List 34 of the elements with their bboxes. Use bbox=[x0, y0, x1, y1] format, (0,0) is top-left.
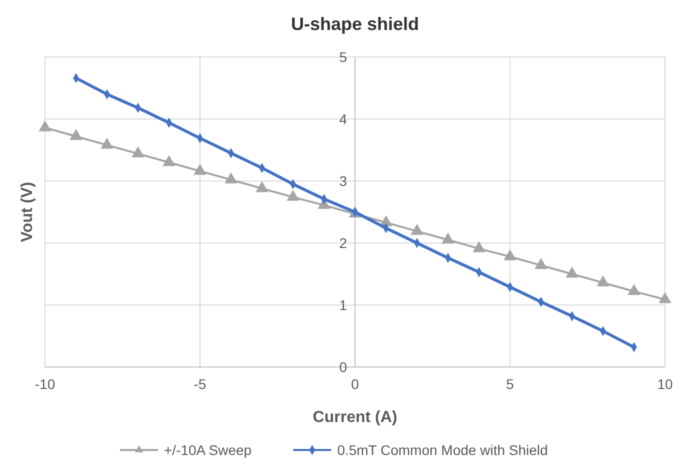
chart-title: U-shape shield bbox=[290, 14, 420, 34]
point bbox=[628, 284, 640, 296]
point bbox=[194, 164, 206, 175]
point bbox=[534, 258, 548, 269]
x-tick-label: 5 bbox=[506, 376, 514, 392]
point bbox=[504, 249, 516, 260]
point bbox=[38, 120, 52, 132]
point bbox=[100, 138, 114, 149]
point bbox=[566, 266, 578, 278]
point bbox=[658, 292, 672, 304]
x-axis-title: Current (A) bbox=[312, 409, 398, 426]
x-tick-label: 10 bbox=[657, 376, 673, 392]
y-tick-label: 1 bbox=[339, 297, 348, 313]
legend-label: 0.5mT Common Mode with Shield bbox=[337, 442, 548, 458]
y-tick-label: 3 bbox=[339, 173, 348, 189]
y-tick-label: 2 bbox=[339, 235, 348, 251]
point bbox=[286, 190, 300, 201]
y-tick-label: 0 bbox=[339, 359, 348, 375]
point bbox=[472, 241, 486, 252]
y-tick-label: 5 bbox=[339, 49, 348, 65]
point bbox=[442, 232, 454, 244]
point bbox=[256, 181, 268, 192]
point bbox=[70, 129, 82, 140]
y-axis-title: Vout (V) bbox=[19, 182, 36, 242]
y-tick-label: 4 bbox=[339, 111, 348, 127]
point bbox=[410, 224, 424, 235]
x-tick-label: -5 bbox=[194, 376, 206, 392]
x-tick-label: 0 bbox=[351, 376, 360, 392]
point bbox=[162, 155, 176, 166]
x-tick-label: -10 bbox=[34, 376, 56, 392]
point bbox=[132, 146, 144, 158]
legend-label: +/-10A Sweep bbox=[164, 442, 252, 458]
point bbox=[596, 275, 610, 286]
point bbox=[224, 172, 238, 184]
